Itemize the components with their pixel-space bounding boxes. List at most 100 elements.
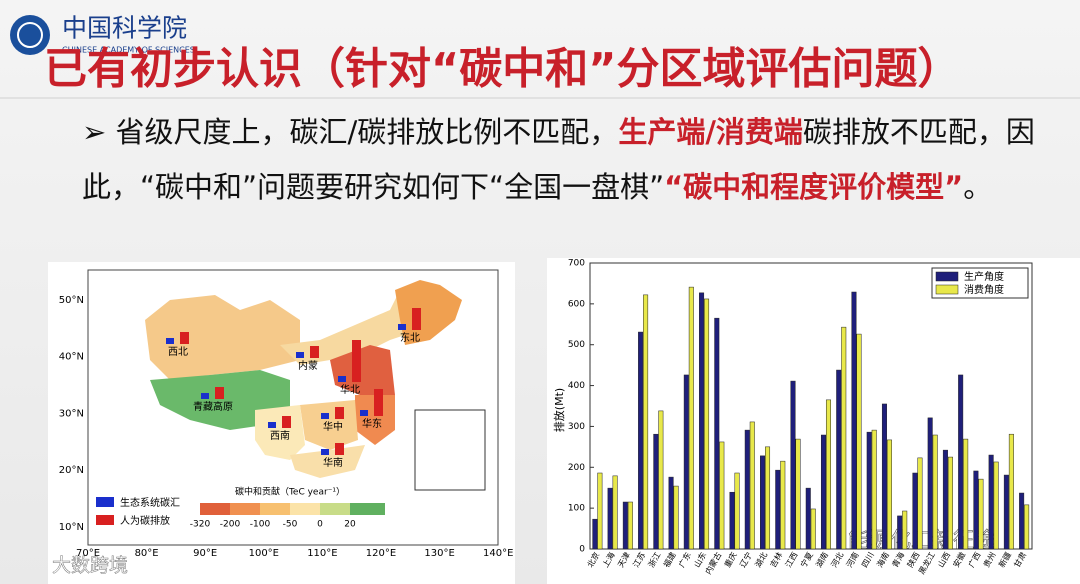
- lon-label: 80°E: [135, 548, 159, 559]
- colorbar-tick: 0: [317, 520, 323, 530]
- bar: [673, 485, 679, 550]
- bar: [622, 501, 628, 550]
- text: 。: [963, 170, 993, 204]
- emission-bar: [374, 389, 383, 416]
- lon-label: 110°E: [307, 548, 337, 559]
- colorbar-segment: [350, 503, 385, 515]
- sink-bar: [338, 376, 346, 382]
- bar: [902, 510, 908, 550]
- region-area: [290, 445, 365, 478]
- emission-bar: [180, 332, 189, 344]
- bar: [942, 449, 948, 550]
- colorbar-segment: [290, 503, 320, 515]
- sink-bar: [360, 410, 368, 416]
- y-tick-label: 0: [579, 545, 585, 555]
- slide-title: 已有初步认识（针对“碳中和”分区域评估问题）: [44, 45, 961, 95]
- region-label: 华北: [340, 383, 360, 396]
- bar: [947, 456, 953, 550]
- sink-bar: [321, 449, 329, 455]
- bar: [704, 298, 710, 550]
- legend-swatch: [96, 515, 114, 525]
- map-frame: [87, 269, 499, 546]
- bar: [886, 439, 892, 550]
- lon-label: 140°E: [483, 548, 513, 559]
- region-area: [355, 395, 395, 445]
- bar: [775, 469, 781, 550]
- y-tick-label: 500: [568, 340, 585, 350]
- lat-label: 50°N: [59, 295, 84, 306]
- lat-label: 10°N: [59, 522, 84, 533]
- bar: [744, 429, 750, 550]
- bar: [825, 399, 831, 550]
- bar: [638, 331, 644, 550]
- bar: [1003, 474, 1009, 550]
- emission-bar: [215, 387, 224, 399]
- bar: [597, 472, 603, 550]
- y-axis-label: 排放(Mt): [552, 388, 566, 432]
- lat-label: 40°N: [59, 352, 84, 363]
- bar: [963, 438, 969, 550]
- bar: [734, 472, 740, 550]
- bullet-text: ➢ 省级尺度上，碳汇/碳排放比例不匹配，生产端/消费端碳排放不匹配，因此，“碳中…: [82, 115, 1035, 204]
- region-label: 青藏高原: [193, 400, 233, 413]
- bar: [978, 478, 984, 550]
- colorbar-tick: -200: [220, 520, 241, 530]
- text: 碳排放不匹配，因此，“碳中和”问题要研究如何下“全国一盘棋”: [82, 115, 1035, 204]
- lon-label: 120°E: [366, 548, 396, 559]
- lon-label: 70°E: [76, 548, 100, 559]
- lon-label: 130°E: [424, 548, 454, 559]
- region-label: 华南: [323, 456, 343, 469]
- bar: [699, 292, 705, 550]
- colorbar-segment: [230, 503, 260, 515]
- bar: [643, 294, 649, 550]
- bar: [729, 491, 735, 550]
- bar: [780, 460, 786, 550]
- sink-bar: [398, 324, 406, 330]
- bar: [836, 369, 842, 550]
- region-label: 华中: [323, 420, 343, 433]
- bar: [760, 455, 766, 550]
- bar: [1024, 504, 1030, 550]
- lon-label: 90°E: [193, 548, 217, 559]
- sink-bar: [321, 413, 329, 419]
- bar: [897, 515, 903, 550]
- colorbar-tick: -320: [190, 520, 211, 530]
- watermark: 大数跨境: [52, 555, 128, 577]
- lat-label: 30°N: [59, 408, 84, 419]
- bar: [653, 433, 659, 550]
- colorbar-segment: [200, 503, 230, 515]
- legend-label: 生产角度: [964, 270, 1004, 283]
- colorbar: [200, 503, 385, 515]
- bar: [719, 441, 725, 550]
- bar: [658, 410, 664, 550]
- bar: [851, 291, 857, 550]
- y-tick-label: 200: [568, 463, 585, 473]
- bar: [765, 446, 771, 550]
- bar: [958, 374, 964, 550]
- bar: [856, 333, 862, 550]
- bar: [1019, 492, 1025, 550]
- text: “碳中和程度评价模型”: [664, 170, 964, 204]
- logo-ring: [17, 22, 43, 48]
- emission-bar: [310, 346, 319, 358]
- legend-swatch: [935, 284, 959, 295]
- region-label: 西南: [270, 429, 290, 442]
- y-tick-label: 400: [568, 381, 585, 391]
- emission-bar: [335, 407, 344, 419]
- logo-cn: 中国科学院: [62, 14, 187, 43]
- colorbar-tick: -50: [283, 520, 298, 530]
- bar: [988, 454, 994, 550]
- bar: [749, 421, 755, 550]
- text: 生产端/消费端: [618, 115, 803, 149]
- bar: [795, 438, 801, 550]
- region-area: [255, 405, 305, 460]
- bar: [810, 508, 816, 550]
- region-area: [395, 280, 462, 345]
- emission-bar: [335, 443, 344, 455]
- emission-bar: [352, 340, 361, 382]
- region-label: 东北: [400, 331, 420, 344]
- map-legend-label: 人为碳排放: [120, 514, 170, 527]
- emission-bar: [412, 308, 421, 330]
